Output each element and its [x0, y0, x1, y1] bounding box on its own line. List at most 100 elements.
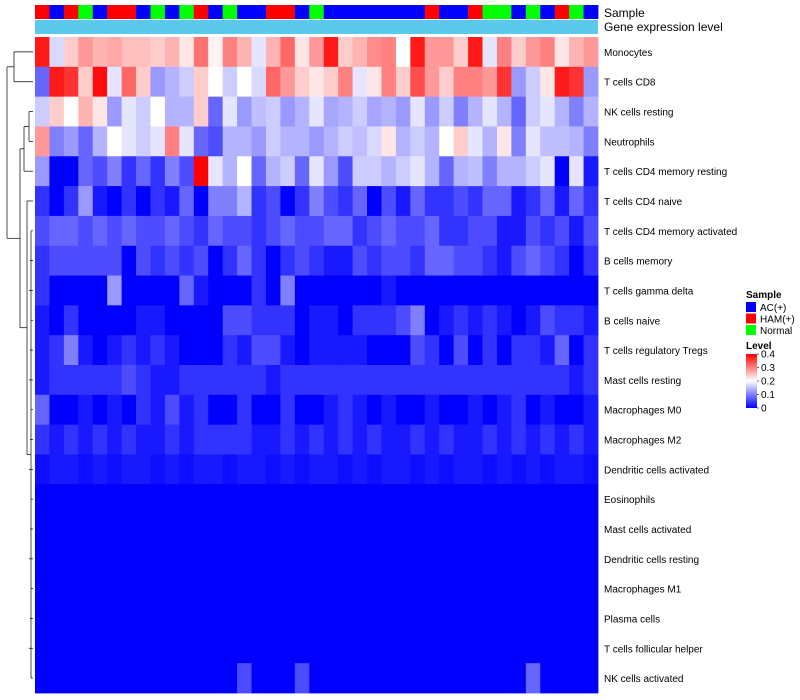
- heatmap-cell: [179, 603, 195, 634]
- heatmap-cell: [395, 186, 411, 217]
- heatmap-cell: [439, 454, 455, 485]
- heatmap-cell: [92, 96, 108, 127]
- heatmap-cell: [496, 484, 512, 515]
- legend-level-gradient: [746, 354, 757, 408]
- heatmap-cell: [583, 543, 599, 575]
- heatmap-cell: [496, 365, 512, 396]
- row-label: Macrophages M2: [604, 436, 682, 447]
- heatmap-cell: [222, 245, 238, 276]
- heatmap-cell: [381, 424, 397, 455]
- heatmap-cell: [179, 96, 195, 127]
- heatmap-cell: [222, 66, 238, 98]
- heatmap-cell: [164, 245, 180, 276]
- heatmap-cell: [121, 543, 137, 575]
- heatmap-cell: [424, 37, 440, 68]
- heatmap-cell: [323, 37, 339, 68]
- heatmap-cell: [323, 126, 339, 157]
- heatmap-cell: [179, 424, 195, 455]
- heatmap-cell: [410, 335, 426, 366]
- heatmap-cell: [468, 275, 483, 306]
- heatmap-cell: [237, 96, 252, 127]
- heatmap-cell: [482, 37, 498, 68]
- heatmap-cell: [511, 633, 527, 664]
- heatmap-cell: [63, 305, 79, 336]
- heatmap-cell: [569, 603, 584, 634]
- sample-annotation-cell: [280, 5, 296, 19]
- heatmap-cell: [208, 156, 224, 187]
- heatmap-cell: [323, 305, 339, 336]
- annotation-label-expression: Gene expression level: [604, 20, 723, 34]
- heatmap-cell: [280, 245, 296, 276]
- heatmap-cell: [309, 543, 325, 575]
- heatmap-cell: [554, 66, 570, 98]
- row-label: T cells CD8: [604, 78, 656, 89]
- row-label: B cells naive: [604, 316, 661, 327]
- heatmap-cell: [554, 663, 570, 694]
- sample-annotation-cell: [193, 5, 209, 19]
- heatmap-cell: [280, 633, 296, 664]
- heatmap-cell: [468, 424, 483, 455]
- heatmap-cell: [525, 514, 541, 545]
- sample-annotation-cell: [237, 5, 252, 19]
- heatmap-cell: [49, 156, 65, 187]
- heatmap-cell: [251, 66, 267, 98]
- heatmap-cell: [410, 663, 426, 694]
- heatmap-cell: [410, 514, 426, 545]
- heatmap-cell: [482, 394, 498, 426]
- sample-annotation-cell: [63, 5, 79, 19]
- heatmap-cell: [63, 663, 79, 694]
- heatmap-cell: [251, 394, 267, 426]
- heatmap-cell: [338, 543, 353, 575]
- heatmap-cell: [49, 335, 65, 366]
- row-label: Mast cells resting: [604, 376, 681, 387]
- heatmap-cell: [439, 424, 455, 455]
- heatmap-cell: [251, 186, 267, 217]
- heatmap-cell: [49, 603, 65, 634]
- row-label: T cells regulatory Tregs: [604, 346, 708, 357]
- heatmap-cell: [92, 365, 108, 396]
- heatmap-cell: [280, 603, 296, 634]
- heatmap-cell: [410, 365, 426, 396]
- heatmap-cell: [554, 454, 570, 485]
- heatmap-cell: [35, 275, 50, 306]
- heatmap-cell: [63, 245, 79, 276]
- heatmap-cell: [164, 603, 180, 634]
- heatmap-cell: [323, 186, 339, 217]
- heatmap-cell: [251, 365, 267, 396]
- heatmap-cell: [280, 37, 296, 68]
- heatmap-cell: [193, 126, 209, 157]
- heatmap-cell: [525, 126, 541, 157]
- heatmap-cell: [424, 96, 440, 127]
- heatmap-cell: [107, 365, 123, 396]
- heatmap-cell: [410, 394, 426, 426]
- heatmap-cell: [63, 543, 79, 575]
- heatmap-cell: [35, 454, 50, 485]
- heatmap-cell: [381, 514, 397, 545]
- heatmap-cell: [164, 96, 180, 127]
- heatmap-cell: [121, 633, 137, 664]
- heatmap-cell: [63, 603, 79, 634]
- legend-sample-swatch: [746, 325, 756, 335]
- heatmap-cell: [540, 305, 556, 336]
- heatmap-cell: [35, 96, 50, 127]
- heatmap-cell: [280, 424, 296, 455]
- heatmap-cell: [424, 663, 440, 694]
- sample-annotation-cell: [381, 5, 397, 19]
- heatmap-cell: [237, 663, 252, 694]
- heatmap-cell: [525, 245, 541, 276]
- heatmap-cell: [410, 454, 426, 485]
- heatmap-cell: [511, 484, 527, 515]
- heatmap-cell: [569, 66, 584, 98]
- heatmap-cell: [525, 454, 541, 485]
- heatmap-cell: [107, 275, 123, 306]
- heatmap-cell: [352, 454, 368, 485]
- heatmap-cell: [49, 186, 65, 217]
- heatmap-cell: [164, 573, 180, 604]
- heatmap-cell: [237, 365, 252, 396]
- heatmap-cell: [265, 514, 281, 545]
- heatmap-cell: [338, 275, 353, 306]
- heatmap-cell: [208, 215, 224, 247]
- heatmap-cell: [193, 96, 209, 127]
- heatmap-cell: [63, 96, 79, 127]
- heatmap-cell: [193, 37, 209, 68]
